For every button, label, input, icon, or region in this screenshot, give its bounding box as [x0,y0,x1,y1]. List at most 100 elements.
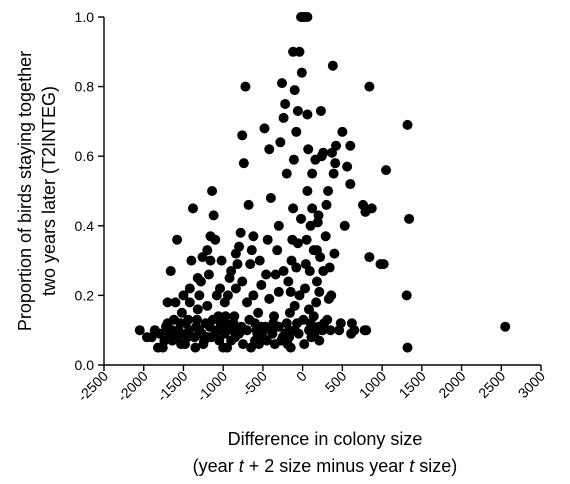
data-point [244,314,255,325]
data-point [278,112,289,123]
data-point [184,297,195,308]
data-point [268,318,279,329]
data-point [228,318,239,329]
data-point [322,314,333,325]
x-axis-title-line1: Difference in colony size [228,429,423,449]
data-point [238,339,249,350]
data-point [276,78,287,89]
data-point [314,335,325,346]
x-tick-label: 2000 [435,368,468,401]
data-point [359,325,370,336]
data-point [211,290,222,301]
data-point [291,262,302,273]
data-point [314,286,325,297]
data-point [248,290,259,301]
data-point [272,245,283,256]
data-point [260,321,271,332]
data-point [219,297,230,308]
data-point [292,238,303,249]
data-point [293,328,304,339]
data-point [281,168,292,179]
data-point [288,154,299,165]
data-point [184,325,195,336]
x-tick-label: 2500 [475,368,508,401]
data-point [235,227,246,238]
data-point [203,269,214,280]
data-point [500,321,511,332]
data-point [172,234,183,245]
data-point [402,119,413,130]
data-point [296,213,307,224]
data-point [167,335,178,346]
data-point [364,252,375,263]
data-point [311,245,322,256]
data-point [311,297,322,308]
data-point [313,210,324,221]
data-points [134,12,511,353]
data-point [317,325,328,336]
data-point [288,46,299,57]
data-point [292,105,303,116]
data-point [170,297,181,308]
data-point [261,269,272,280]
data-point [285,286,296,297]
data-point [205,255,216,266]
data-point [300,259,311,270]
data-point [300,283,311,294]
data-point [358,199,369,210]
data-point [334,325,345,336]
data-point [330,158,341,169]
data-point [237,276,248,287]
data-point [291,126,302,137]
data-point [194,290,205,301]
y-axis-title-line1: Proportion of birds staying together [15,51,35,331]
data-point [162,297,173,308]
data-point [296,12,307,22]
data-point [214,335,225,346]
data-point [198,339,209,350]
data-point [261,335,272,346]
data-point [292,318,303,329]
data-point [301,234,312,245]
data-point [184,283,195,294]
data-point [253,339,264,350]
data-point [264,293,275,304]
data-point [216,255,227,266]
data-point [192,304,203,315]
x-tick-label: 0 [293,368,310,385]
data-point [284,307,295,318]
data-point [256,279,267,290]
data-point [238,158,249,169]
y-tick-label: 0.0 [75,357,95,373]
data-point [281,318,292,329]
data-point [206,332,217,343]
data-point [303,144,314,155]
data-point [165,266,176,277]
data-point [141,332,152,343]
data-point [226,266,237,277]
data-point [315,105,326,116]
data-point [278,266,289,277]
data-point [246,245,257,256]
data-point [207,186,218,196]
x-tick-label: 3000 [515,368,548,401]
data-point [342,161,353,172]
data-point [327,147,338,158]
data-point [303,304,314,315]
data-point [299,339,310,350]
data-point [259,123,270,134]
data-point [215,318,226,329]
x-tick-label: 500 [322,368,350,396]
data-point [345,140,356,151]
data-point [320,231,331,242]
data-point [230,283,241,294]
data-point [176,307,187,318]
x-tick-label: 1000 [356,368,389,401]
data-point [323,186,334,196]
data-point [205,231,216,242]
data-point [308,311,319,322]
data-point [186,255,197,266]
data-point [190,342,201,353]
data-point [323,293,334,304]
data-point [294,290,305,301]
